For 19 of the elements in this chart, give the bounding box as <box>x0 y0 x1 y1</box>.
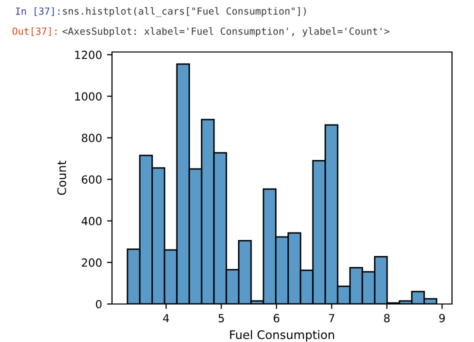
text: sns.histplot(all_cars["Fuel Consumption"]) <box>63 7 306 17</box>
y-tick-label: 0 <box>96 300 102 308</box>
y-tick-label: 800 <box>82 134 102 142</box>
x-axis-title: Fuel Consumption <box>230 330 334 342</box>
x-tick-label: 9 <box>439 314 445 322</box>
text: <AxesSubplot: xlabel='Fuel Consumption', ylabel='Count'> <box>62 27 390 37</box>
y-axis-title: Count <box>57 160 66 195</box>
x-tick-label: 5 <box>218 314 224 322</box>
y-tick-label: 400 <box>82 216 102 226</box>
x-tick-label: 7 <box>329 314 334 322</box>
y-tick-label: 1000 <box>75 92 102 101</box>
text: In [37]: <box>16 7 60 16</box>
y-tick-label: 1200 <box>75 50 102 60</box>
x-tick-label: 8 <box>384 314 390 322</box>
x-tick-label: 6 <box>274 314 280 322</box>
y-tick-label: 600 <box>82 175 102 184</box>
text: Out[37]: <box>12 27 56 36</box>
x-tick-label: 4 <box>163 314 169 322</box>
y-tick-label: 200 <box>82 258 102 267</box>
